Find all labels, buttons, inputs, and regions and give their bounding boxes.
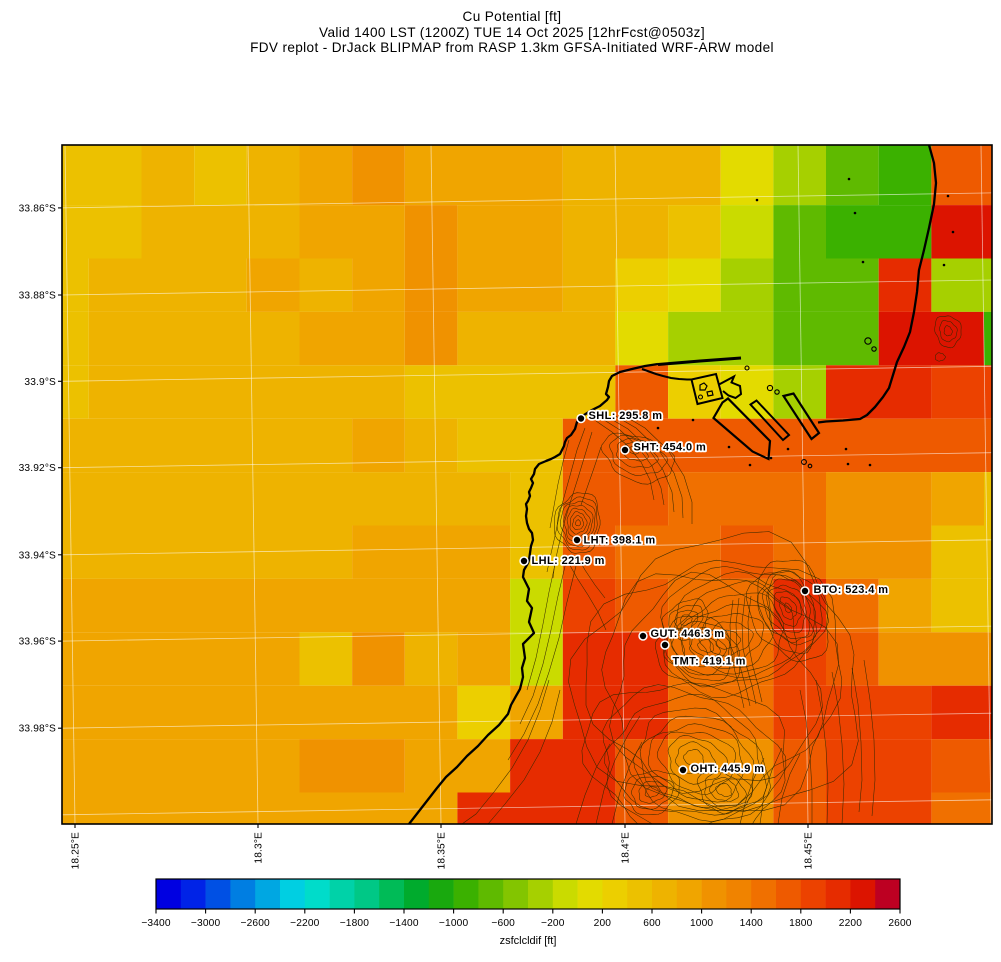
svg-text:18.25°E: 18.25°E xyxy=(71,832,82,869)
svg-text:−1800: −1800 xyxy=(340,918,370,929)
svg-text:LHT: 398.1 m: LHT: 398.1 m xyxy=(584,535,656,547)
svg-text:OHT: 445.9 m: OHT: 445.9 m xyxy=(691,763,765,775)
svg-text:33.9°S: 33.9°S xyxy=(24,377,56,388)
svg-text:−2200: −2200 xyxy=(290,918,320,929)
svg-text:18.35°E: 18.35°E xyxy=(437,832,448,869)
svg-text:SHT: 454.0 m: SHT: 454.0 m xyxy=(634,442,707,454)
svg-text:SHT: 454.0 m: SHT: 454.0 m xyxy=(634,442,707,454)
svg-text:1400: 1400 xyxy=(740,918,763,929)
svg-text:LHL: 221.9 m: LHL: 221.9 m xyxy=(532,555,605,567)
svg-text:zsfclcldif [ft]: zsfclcldif [ft] xyxy=(500,935,557,947)
svg-text:18.3°E: 18.3°E xyxy=(254,832,265,864)
svg-text:−3400: −3400 xyxy=(141,918,171,929)
svg-text:33.92°S: 33.92°S xyxy=(19,463,56,474)
svg-text:1800: 1800 xyxy=(789,918,812,929)
svg-text:Valid 1400 LST (1200Z) TUE 14: Valid 1400 LST (1200Z) TUE 14 Oct 2025 [… xyxy=(319,25,705,40)
svg-text:1000: 1000 xyxy=(690,918,713,929)
svg-text:BTO: 523.4 m: BTO: 523.4 m xyxy=(814,584,889,596)
svg-text:LHT: 398.1 m: LHT: 398.1 m xyxy=(584,535,656,547)
svg-text:GUT: 446.3 m: GUT: 446.3 m xyxy=(651,628,725,640)
svg-text:TMT: 419.1 m: TMT: 419.1 m xyxy=(673,656,746,668)
svg-text:TMT: 419.1 m: TMT: 419.1 m xyxy=(673,656,746,668)
svg-text:18.4°E: 18.4°E xyxy=(621,832,632,864)
svg-text:OHT: 445.9 m: OHT: 445.9 m xyxy=(691,763,765,775)
svg-text:200: 200 xyxy=(594,918,612,929)
svg-text:33.88°S: 33.88°S xyxy=(19,291,56,302)
svg-text:18.45°E: 18.45°E xyxy=(804,832,815,869)
svg-text:Cu Potential [ft]: Cu Potential [ft] xyxy=(463,9,562,24)
svg-text:GUT: 446.3 m: GUT: 446.3 m xyxy=(651,628,725,640)
svg-text:FDV replot - DrJack BLIPMAP fr: FDV replot - DrJack BLIPMAP from RASP 1.… xyxy=(250,40,774,55)
svg-text:−3000: −3000 xyxy=(191,918,221,929)
svg-text:33.98°S: 33.98°S xyxy=(19,724,56,735)
svg-text:−600: −600 xyxy=(491,918,515,929)
svg-text:600: 600 xyxy=(643,918,661,929)
svg-text:−1000: −1000 xyxy=(439,918,469,929)
svg-text:SHL: 295.8 m: SHL: 295.8 m xyxy=(589,410,663,422)
svg-text:2200: 2200 xyxy=(839,918,862,929)
svg-text:−1400: −1400 xyxy=(389,918,419,929)
svg-text:−2600: −2600 xyxy=(241,918,271,929)
svg-text:33.96°S: 33.96°S xyxy=(19,637,56,648)
svg-text:−200: −200 xyxy=(541,918,565,929)
svg-text:33.86°S: 33.86°S xyxy=(19,203,56,214)
svg-text:BTO: 523.4 m: BTO: 523.4 m xyxy=(814,584,889,596)
svg-text:LHL: 221.9 m: LHL: 221.9 m xyxy=(532,555,605,567)
svg-text:33.94°S: 33.94°S xyxy=(19,550,56,561)
svg-text:2600: 2600 xyxy=(888,918,911,929)
svg-text:SHL: 295.8 m: SHL: 295.8 m xyxy=(589,410,663,422)
